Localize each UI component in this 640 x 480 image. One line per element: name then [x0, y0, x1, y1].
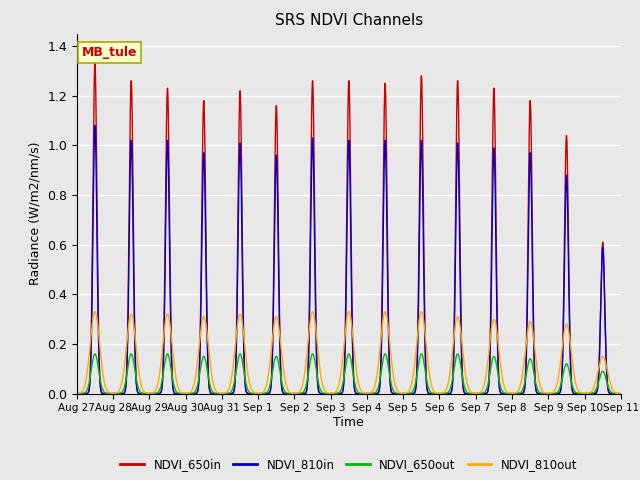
Y-axis label: Radiance (W/m2/nm/s): Radiance (W/m2/nm/s) [29, 142, 42, 285]
Title: SRS NDVI Channels: SRS NDVI Channels [275, 13, 423, 28]
X-axis label: Time: Time [333, 416, 364, 429]
Text: MB_tule: MB_tule [82, 46, 138, 59]
Legend: NDVI_650in, NDVI_810in, NDVI_650out, NDVI_810out: NDVI_650in, NDVI_810in, NDVI_650out, NDV… [116, 454, 582, 476]
